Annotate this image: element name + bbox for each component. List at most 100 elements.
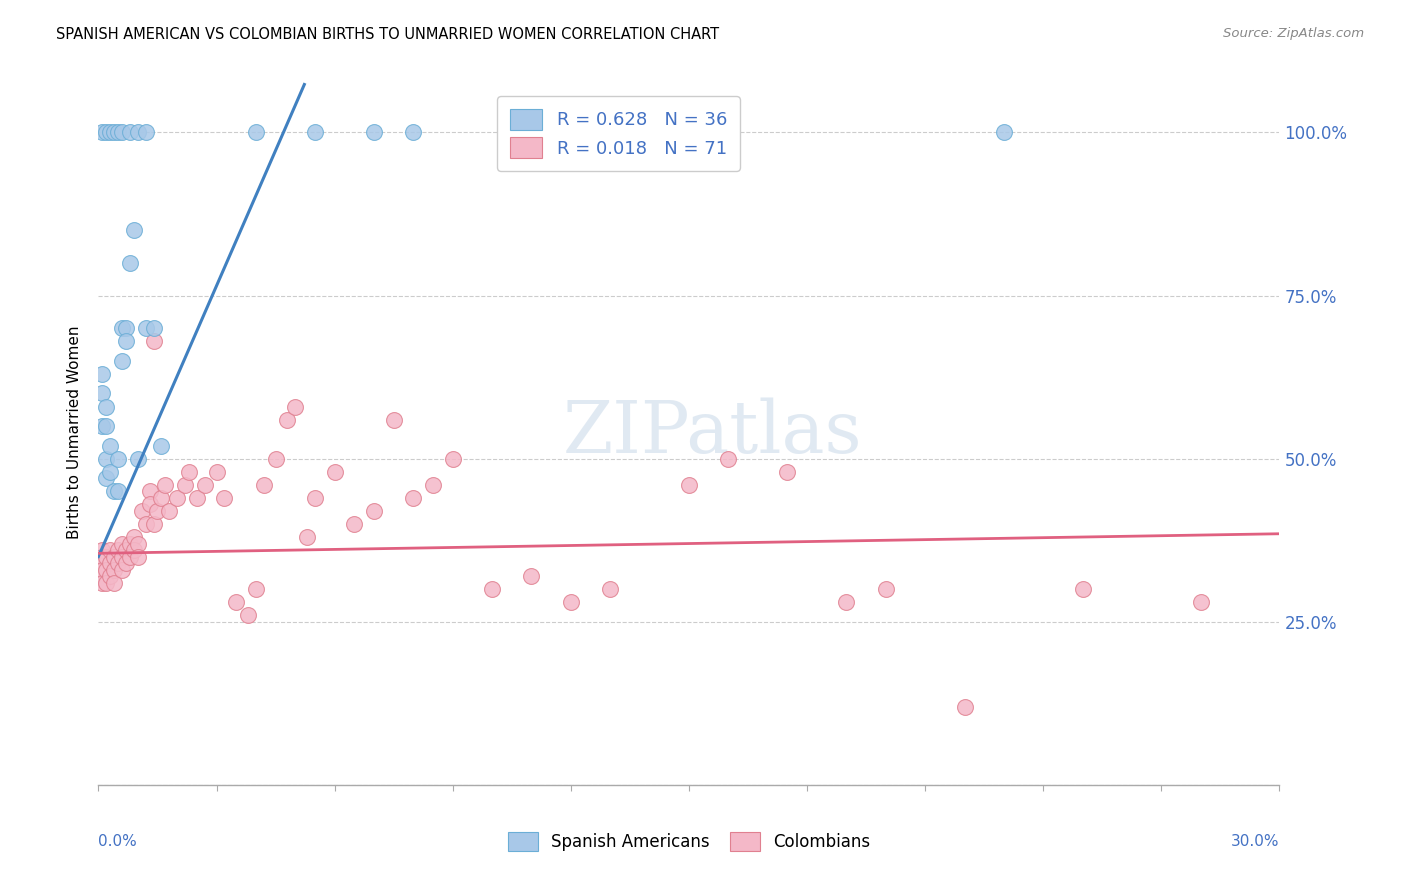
Point	[363, 504, 385, 518]
Point	[91, 386, 114, 401]
Point	[115, 556, 138, 570]
Point	[135, 126, 157, 140]
Point	[135, 321, 157, 335]
Point	[98, 126, 121, 140]
Point	[560, 595, 582, 609]
Point	[111, 549, 134, 564]
Point	[127, 536, 149, 550]
Point	[127, 549, 149, 564]
Point	[111, 563, 134, 577]
Point	[118, 256, 141, 270]
Point	[284, 400, 307, 414]
Point	[91, 543, 114, 558]
Point	[111, 536, 134, 550]
Point	[776, 465, 799, 479]
Point	[103, 549, 125, 564]
Point	[205, 465, 228, 479]
Point	[245, 582, 267, 597]
Point	[96, 549, 118, 564]
Point	[111, 354, 134, 368]
Point	[98, 543, 121, 558]
Point	[98, 556, 121, 570]
Point	[214, 491, 236, 505]
Point	[96, 419, 118, 434]
Point	[142, 321, 165, 335]
Point	[993, 126, 1015, 140]
Point	[1189, 595, 1212, 609]
Point	[96, 575, 118, 590]
Point	[107, 451, 129, 466]
Point	[150, 439, 173, 453]
Point	[402, 126, 425, 140]
Point	[98, 439, 121, 453]
Point	[276, 412, 298, 426]
Point	[174, 478, 197, 492]
Point	[98, 569, 121, 583]
Point	[146, 504, 169, 518]
Point	[481, 582, 503, 597]
Point	[96, 563, 118, 577]
Point	[135, 516, 157, 531]
Point	[103, 484, 125, 499]
Point	[131, 504, 153, 518]
Point	[142, 334, 165, 349]
Point	[150, 491, 173, 505]
Point	[599, 582, 621, 597]
Point	[122, 543, 145, 558]
Point	[96, 451, 118, 466]
Point	[111, 321, 134, 335]
Point	[115, 543, 138, 558]
Point	[138, 484, 160, 499]
Point	[115, 321, 138, 335]
Text: ZIPatlas: ZIPatlas	[562, 397, 862, 468]
Point	[103, 126, 125, 140]
Point	[382, 412, 405, 426]
Point	[186, 491, 208, 505]
Point	[520, 569, 543, 583]
Point	[155, 478, 177, 492]
Text: SPANISH AMERICAN VS COLOMBIAN BIRTHS TO UNMARRIED WOMEN CORRELATION CHART: SPANISH AMERICAN VS COLOMBIAN BIRTHS TO …	[56, 27, 720, 42]
Point	[875, 582, 897, 597]
Point	[127, 451, 149, 466]
Y-axis label: Births to Unmarried Women: Births to Unmarried Women	[67, 326, 83, 540]
Point	[122, 223, 145, 237]
Point	[225, 595, 247, 609]
Point	[1071, 582, 1094, 597]
Legend: Spanish Americans, Colombians: Spanish Americans, Colombians	[498, 822, 880, 861]
Point	[91, 575, 114, 590]
Point	[107, 484, 129, 499]
Point	[107, 543, 129, 558]
Point	[91, 563, 114, 577]
Point	[107, 126, 129, 140]
Point	[441, 451, 464, 466]
Point	[264, 451, 287, 466]
Text: 30.0%: 30.0%	[1232, 834, 1279, 849]
Point	[166, 491, 188, 505]
Point	[717, 451, 740, 466]
Point	[103, 575, 125, 590]
Point	[304, 126, 326, 140]
Point	[157, 504, 180, 518]
Point	[96, 471, 118, 485]
Point	[98, 465, 121, 479]
Point	[138, 497, 160, 511]
Point	[194, 478, 217, 492]
Point	[245, 126, 267, 140]
Point	[103, 563, 125, 577]
Point	[122, 530, 145, 544]
Point	[253, 478, 276, 492]
Point	[142, 516, 165, 531]
Point	[953, 699, 976, 714]
Point	[323, 465, 346, 479]
Point	[91, 419, 114, 434]
Text: 0.0%: 0.0%	[98, 834, 138, 849]
Point	[118, 126, 141, 140]
Point	[91, 549, 114, 564]
Point	[91, 126, 114, 140]
Point	[295, 530, 318, 544]
Point	[304, 491, 326, 505]
Point	[127, 126, 149, 140]
Point	[835, 595, 858, 609]
Point	[363, 126, 385, 140]
Point	[118, 536, 141, 550]
